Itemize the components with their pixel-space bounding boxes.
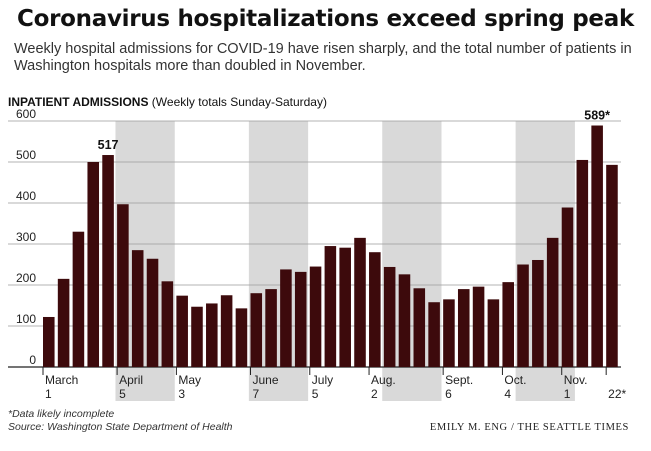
bar xyxy=(324,246,337,367)
bar xyxy=(176,295,188,367)
y-tick-label: 400 xyxy=(16,189,36,203)
bar xyxy=(354,237,366,367)
bar xyxy=(235,308,248,367)
bar xyxy=(443,299,455,367)
bar xyxy=(502,282,514,367)
bar xyxy=(339,247,351,367)
bar xyxy=(250,293,263,367)
bar xyxy=(280,269,292,367)
bar xyxy=(220,295,233,367)
x-month-label: Nov. xyxy=(564,373,588,387)
bar xyxy=(146,258,159,367)
bar xyxy=(591,125,603,367)
x-day-label: 4 xyxy=(504,387,511,401)
chart-title: Coronavirus hospitalizations exceed spri… xyxy=(17,6,634,32)
y-tick-label: 300 xyxy=(16,230,36,244)
bar xyxy=(413,288,426,367)
bar xyxy=(517,264,529,367)
bar-annotation: 517 xyxy=(98,138,119,152)
bar xyxy=(131,250,144,367)
x-day-label: 6 xyxy=(445,387,452,401)
bar xyxy=(265,289,277,367)
x-month-label: Oct. xyxy=(504,373,526,387)
bar xyxy=(576,159,589,367)
bar xyxy=(472,286,485,367)
x-day-label: 1 xyxy=(564,387,571,401)
x-month-label: Sept. xyxy=(445,373,473,387)
bar xyxy=(398,274,411,367)
annotations: 517 589* xyxy=(98,109,610,153)
y-tick-label: 100 xyxy=(16,312,36,326)
bar xyxy=(117,204,129,367)
bar xyxy=(191,306,203,367)
x-day-label: 22* xyxy=(608,387,626,401)
x-month-label: June xyxy=(252,373,278,387)
x-month-label: Aug. xyxy=(371,373,396,387)
x-month-label: July xyxy=(312,373,333,387)
bar xyxy=(206,303,218,367)
bar xyxy=(561,207,574,367)
bar xyxy=(161,281,174,367)
bar xyxy=(57,278,70,367)
bar xyxy=(87,162,100,367)
x-day-label: 5 xyxy=(312,387,319,401)
bar xyxy=(309,266,322,367)
y-tick-label: 0 xyxy=(29,353,36,367)
x-day-label: 1 xyxy=(45,387,52,401)
x-day-label: 7 xyxy=(252,387,259,401)
footnotes: *Data likely incomplete Source: Washingt… xyxy=(8,408,233,434)
y-tick-label: 600 xyxy=(16,107,36,121)
bar-annotation: 589* xyxy=(584,109,610,123)
x-axis-labels: March1April5May3June7July5Aug.2Sept.6Oct… xyxy=(42,367,627,401)
bar xyxy=(369,252,381,367)
bar xyxy=(606,164,618,367)
y-tick-label: 500 xyxy=(16,148,36,162)
bar xyxy=(487,299,500,367)
footnote-incomplete: *Data likely incomplete xyxy=(8,408,115,420)
y-tick-label: 200 xyxy=(16,271,36,285)
x-month-label: April xyxy=(119,373,143,387)
y-axis-labels: 0 100 200 300 400 500 600 xyxy=(16,107,36,367)
x-day-label: 3 xyxy=(178,387,185,401)
bar xyxy=(72,231,85,367)
chart-series-label: INPATIENT ADMISSIONS (Weekly totals Sund… xyxy=(8,95,327,109)
credit-line: EMILY M. ENG / THE SEATTLE TIMES xyxy=(429,422,629,433)
x-day-label: 5 xyxy=(119,387,126,401)
bar xyxy=(383,266,396,367)
bars xyxy=(43,125,618,367)
bar xyxy=(546,237,559,367)
bar xyxy=(457,289,470,367)
x-day-label: 2 xyxy=(371,387,378,401)
chart-subtitle: Weekly hospital admissions for COVID-19 … xyxy=(14,41,632,74)
footnote-source: Source: Washington State Department of H… xyxy=(8,421,233,433)
bar xyxy=(102,155,114,367)
bar xyxy=(532,259,544,367)
chart-series-label-rest: (Weekly totals Sunday-Saturday) xyxy=(148,95,327,109)
chart-series-label-bold: INPATIENT ADMISSIONS xyxy=(8,95,148,109)
bar xyxy=(43,316,55,367)
x-month-label: May xyxy=(178,373,201,387)
bar xyxy=(428,302,440,367)
x-month-label: March xyxy=(45,373,78,387)
bar xyxy=(294,271,307,367)
